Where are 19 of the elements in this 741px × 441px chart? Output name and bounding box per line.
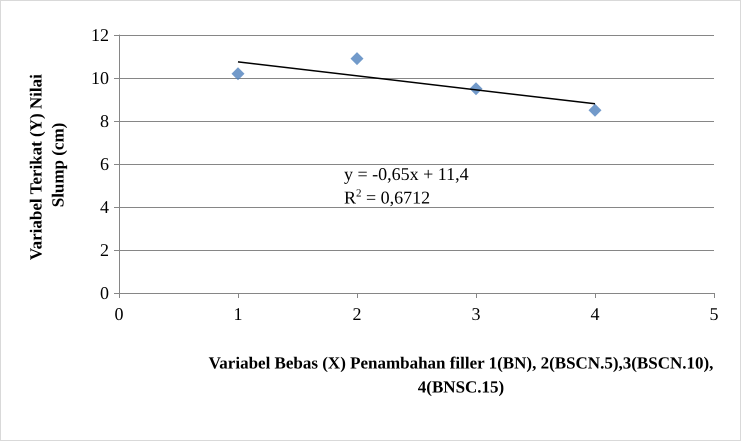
x-tick-label: 1 — [234, 304, 242, 324]
annotation: y = -0,65x + 11,4 — [344, 164, 469, 184]
y-tick-label: 10 — [91, 68, 109, 88]
y-tick-label: 0 — [100, 283, 109, 303]
x-tick-label: 2 — [352, 304, 362, 324]
y-tick-label: 6 — [100, 154, 109, 174]
point — [232, 67, 244, 80]
y-tick-label: 8 — [100, 111, 109, 131]
point — [350, 52, 364, 66]
x-tick-label: 0 — [114, 304, 124, 324]
y-tick-label: 12 — [91, 25, 109, 45]
x-tick-label: 4 — [590, 304, 600, 324]
y-axis-title: Variabel Terikat (Y) Nilai Slump (cm) — [26, 70, 68, 260]
y-tick-label: 2 — [100, 240, 109, 260]
point — [588, 104, 602, 117]
x-tick-label: 5 — [710, 304, 718, 324]
y-tick-label: 4 — [100, 197, 109, 217]
x-tick-label: 3 — [472, 304, 480, 324]
x-axis-title: Variabel Bebas (X) Penambahan filler 1(BN), 2(BSCN.5),3(BSCN.10),4(BNSC.15) — [208, 354, 714, 396]
